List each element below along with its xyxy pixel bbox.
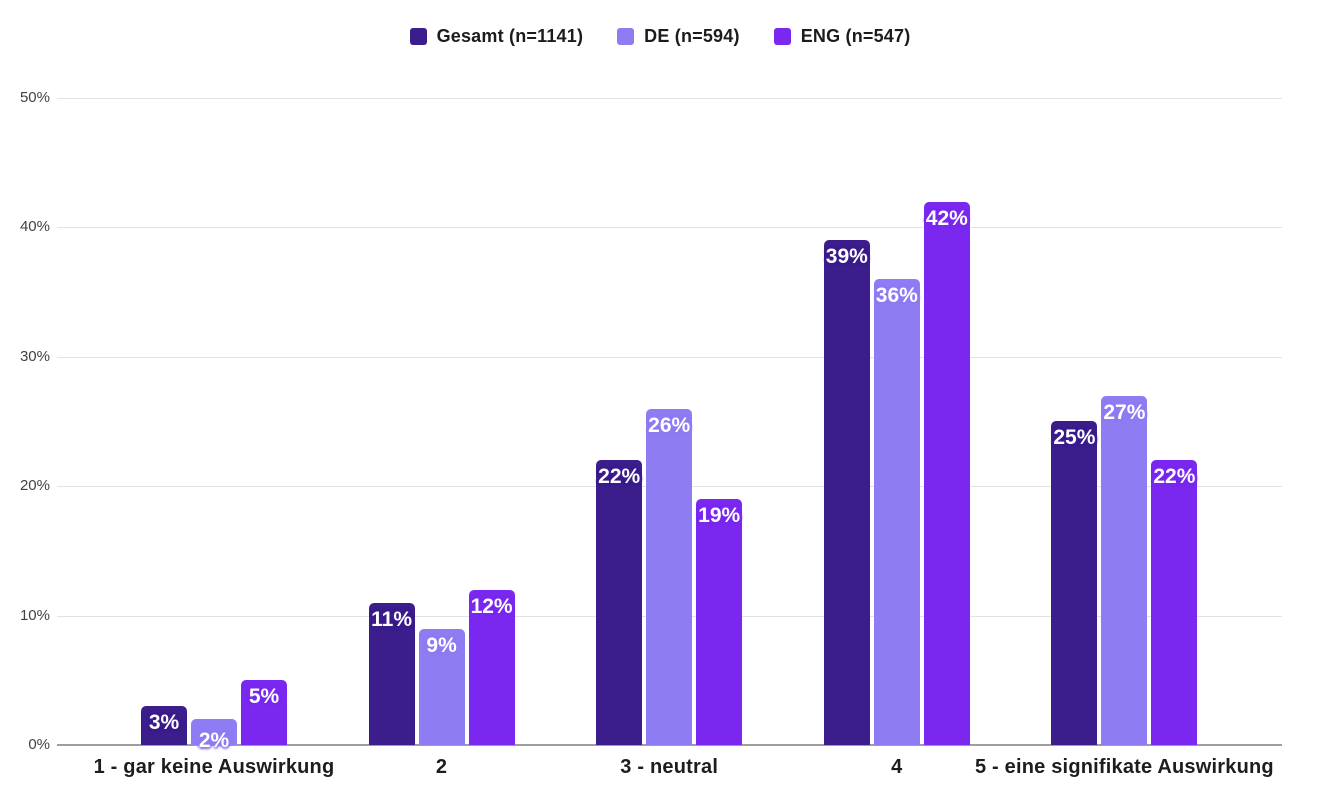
x-category-label-3: 3 - neutral bbox=[620, 756, 719, 778]
bar-value-label: 22% bbox=[1153, 465, 1196, 488]
legend-item-1: Gesamt (n=1141) bbox=[409, 26, 584, 47]
x-category-label-5: 5 - eine signifikate Auswirkung bbox=[974, 756, 1274, 778]
legend-swatch-icon bbox=[773, 28, 791, 45]
bar-eng-category-5: 22% bbox=[1151, 460, 1198, 745]
bar-de-category-3: 26% bbox=[646, 409, 693, 745]
bar-de-category-5: 27% bbox=[1101, 396, 1148, 745]
bar-value-label: 5% bbox=[248, 685, 280, 708]
bar-gesamt-category-2: 11% bbox=[368, 603, 415, 745]
bar-eng-category-3: 19% bbox=[696, 499, 743, 745]
legend-item-label: Gesamt (n=1141) bbox=[436, 26, 584, 46]
y-tick-label-40%: 40% bbox=[19, 218, 50, 236]
legend-item-label: ENG (n=547) bbox=[800, 26, 911, 46]
x-category-label-1: 1 - gar keine Auswirkung bbox=[93, 756, 335, 778]
y-tick-label-20%: 20% bbox=[19, 477, 50, 495]
bar-value-label: 12% bbox=[470, 595, 513, 618]
bar-value-label: 26% bbox=[648, 414, 691, 437]
gridline-40% bbox=[57, 227, 1282, 229]
legend-item-3: ENG (n=547) bbox=[773, 26, 911, 47]
bar-value-label: 11% bbox=[371, 608, 413, 631]
y-tick-label-0%: 0% bbox=[28, 736, 50, 753]
gridline-30% bbox=[57, 356, 1282, 358]
x-category-label-2: 2 bbox=[435, 756, 448, 778]
bar-value-label: 39% bbox=[825, 245, 868, 268]
bar-eng-category-1: 5% bbox=[241, 680, 287, 745]
legend-item-2: DE (n=594) bbox=[617, 26, 740, 47]
bar-value-label: 22% bbox=[598, 465, 641, 488]
legend-swatch-icon bbox=[617, 28, 635, 45]
bar-value-label: 36% bbox=[875, 284, 918, 307]
x-axis-line bbox=[57, 744, 1282, 746]
y-tick-label-50%: 50% bbox=[19, 89, 50, 106]
bar-value-label: 9% bbox=[426, 634, 457, 657]
bar-gesamt-category-4: 39% bbox=[823, 240, 870, 745]
bar-eng-category-2: 12% bbox=[468, 590, 515, 745]
bar-value-label: 19% bbox=[698, 504, 741, 527]
bar-gesamt-category-5: 25% bbox=[1051, 421, 1098, 745]
bar-de-category-1: 2% bbox=[191, 719, 237, 752]
bar-gesamt-category-3: 22% bbox=[596, 460, 643, 745]
bar-value-label: 25% bbox=[1053, 426, 1096, 449]
legend-item-label: DE (n=594) bbox=[644, 26, 740, 46]
bar-gesamt-category-1: 3% bbox=[141, 706, 187, 745]
bar-value-label: 42% bbox=[925, 207, 968, 230]
bar-eng-category-4: 42% bbox=[923, 202, 970, 745]
legend-swatch-icon bbox=[409, 28, 427, 45]
bar-value-label: 3% bbox=[148, 711, 180, 734]
bar-value-label: 27% bbox=[1103, 401, 1146, 424]
gridline-50% bbox=[57, 98, 1282, 99]
y-tick-label-30%: 30% bbox=[19, 347, 50, 365]
y-tick-label-10%: 10% bbox=[19, 606, 50, 624]
bar-de-category-2: 9% bbox=[418, 629, 465, 745]
bar-value-label: 2% bbox=[198, 729, 230, 752]
x-category-label-4: 4 bbox=[891, 756, 903, 778]
legend: Gesamt (n=1141) DE (n=594) ENG (n=547) bbox=[0, 26, 1320, 47]
bar-de-category-4: 36% bbox=[873, 279, 920, 745]
